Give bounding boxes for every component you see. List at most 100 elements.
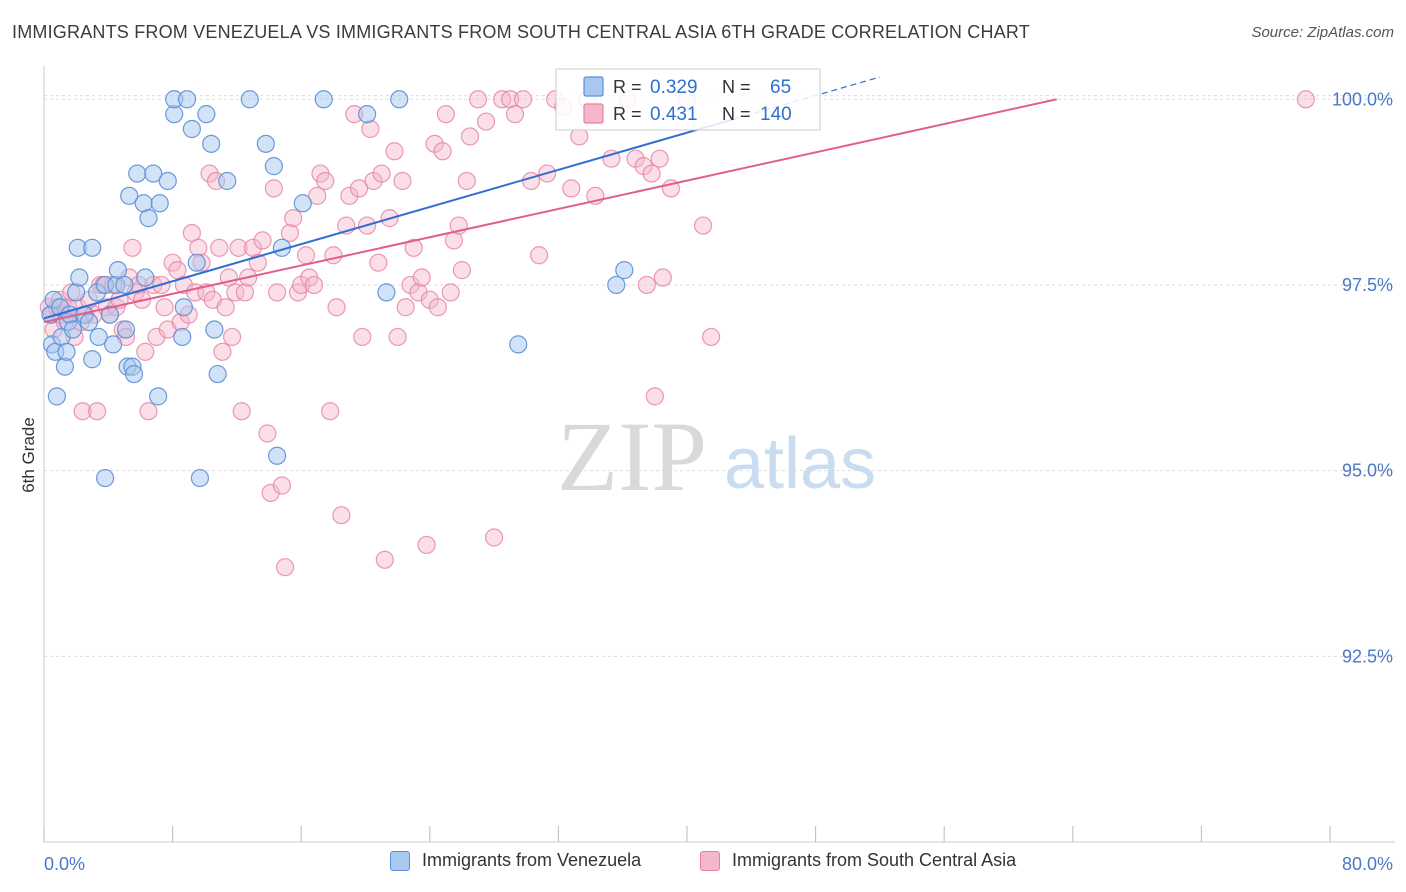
trend-line-south-central-asia xyxy=(43,98,1057,324)
data-point-south-central-asia xyxy=(441,283,460,302)
data-point-south-central-asia xyxy=(642,164,661,183)
data-point-venezuela xyxy=(197,105,216,124)
data-point-venezuela xyxy=(607,275,626,295)
data-point-venezuela xyxy=(390,90,409,109)
data-point-venezuela xyxy=(120,186,139,205)
watermark: ZIP atlas xyxy=(557,401,876,512)
legend-item-venezuela[interactable]: Immigrants from Venezuela xyxy=(390,850,641,871)
data-point-south-central-asia xyxy=(210,238,229,257)
data-point-south-central-asia xyxy=(385,142,404,161)
data-point-venezuela xyxy=(89,327,108,347)
y-tick-label: 100.0% xyxy=(1332,89,1393,109)
data-point-south-central-asia xyxy=(433,142,452,161)
data-point-south-central-asia xyxy=(272,476,292,495)
data-point-south-central-asia xyxy=(412,268,431,287)
stats-r-value-blue: 0.329 xyxy=(650,77,698,98)
data-point-south-central-asia xyxy=(602,149,621,168)
axes xyxy=(43,66,1395,843)
data-point-south-central-asia xyxy=(457,171,476,191)
data-point-south-central-asia xyxy=(280,223,300,243)
data-point-south-central-asia xyxy=(530,246,549,265)
data-point-south-central-asia xyxy=(232,402,251,421)
stats-r-value-pink: 0.431 xyxy=(650,104,698,125)
data-point-venezuela xyxy=(615,261,634,280)
data-point-venezuela xyxy=(158,171,177,191)
data-point-south-central-asia xyxy=(200,164,219,183)
data-point-venezuela xyxy=(202,134,221,153)
data-point-venezuela xyxy=(83,238,102,257)
stats-r-label-pink: R = xyxy=(613,104,642,124)
data-point-south-central-asia xyxy=(308,186,327,205)
data-point-south-central-asia xyxy=(147,327,166,347)
data-point-south-central-asia xyxy=(253,231,272,250)
data-point-south-central-asia xyxy=(468,90,488,109)
data-point-venezuela xyxy=(100,305,120,324)
data-point-venezuela xyxy=(187,253,206,272)
data-point-venezuela xyxy=(116,320,136,339)
legend-item-south-central-asia[interactable]: Immigrants from South Central Asia xyxy=(700,850,1016,871)
data-point-south-central-asia xyxy=(174,275,193,295)
data-point-venezuela xyxy=(79,312,99,332)
data-point-south-central-asia xyxy=(460,127,480,146)
data-point-south-central-asia xyxy=(276,558,295,577)
data-point-venezuela xyxy=(509,335,528,354)
data-point-venezuela xyxy=(173,327,192,347)
watermark-atlas: atlas xyxy=(724,424,876,504)
legend-label-venezuela: Immigrants from Venezuela xyxy=(422,850,642,870)
data-point-venezuela xyxy=(267,446,287,465)
stats-n-value-pink: 140 xyxy=(760,104,792,125)
data-point-south-central-asia xyxy=(396,298,415,317)
data-point-venezuela xyxy=(205,320,224,339)
data-point-south-central-asia xyxy=(702,327,721,347)
data-point-south-central-asia xyxy=(637,275,656,295)
data-point-south-central-asia xyxy=(417,535,436,555)
data-point-south-central-asia xyxy=(404,238,423,257)
data-point-south-central-asia xyxy=(321,402,340,421)
x-tick-label-min: 0.0% xyxy=(44,854,85,874)
data-point-south-central-asia xyxy=(87,402,107,421)
stats-swatch-blue xyxy=(583,76,604,97)
y-tick-label: 92.5% xyxy=(1342,646,1393,666)
data-point-venezuela xyxy=(124,364,144,384)
data-point-venezuela xyxy=(174,298,193,317)
data-point-south-central-asia xyxy=(222,327,242,347)
data-point-venezuela xyxy=(144,164,163,183)
data-point-south-central-asia xyxy=(296,246,316,265)
data-point-south-central-asia xyxy=(428,298,447,317)
stats-box: R = 0.329 N = 65 R = 0.431 N = 140 xyxy=(555,68,821,131)
legend-swatch-blue xyxy=(390,850,410,871)
data-point-south-central-asia xyxy=(372,164,391,183)
data-point-south-central-asia xyxy=(562,179,581,198)
data-point-south-central-asia xyxy=(505,105,525,124)
data-point-venezuela xyxy=(128,164,147,183)
data-point-south-central-asia xyxy=(155,298,174,317)
data-point-venezuela xyxy=(256,134,275,153)
data-point-venezuela xyxy=(57,342,76,361)
data-point-venezuela xyxy=(104,335,123,354)
data-point-south-central-asia xyxy=(340,186,359,205)
data-point-south-central-asia xyxy=(235,283,255,302)
data-point-venezuela xyxy=(150,194,169,213)
data-point-south-central-asia xyxy=(513,90,533,109)
data-point-south-central-asia xyxy=(264,179,283,198)
data-point-venezuela xyxy=(240,90,259,109)
data-point-venezuela xyxy=(83,350,102,369)
data-point-south-central-asia xyxy=(393,171,412,191)
legend: Immigrants from Venezuela Immigrants fro… xyxy=(0,850,1406,880)
data-point-south-central-asia xyxy=(213,342,232,361)
stats-n-label-pink: N = xyxy=(722,104,751,124)
data-point-venezuela xyxy=(70,268,89,287)
data-point-venezuela xyxy=(47,387,66,406)
data-point-south-central-asia xyxy=(139,402,158,421)
y-tick-label: 95.0% xyxy=(1342,461,1393,481)
data-point-venezuela xyxy=(63,320,83,339)
data-point-south-central-asia xyxy=(361,119,380,139)
data-point-venezuela xyxy=(218,171,237,191)
data-point-venezuela xyxy=(95,468,115,488)
data-point-venezuela xyxy=(208,364,227,384)
stats-n-label-blue: N = xyxy=(722,77,751,97)
data-point-south-central-asia xyxy=(324,246,343,265)
y-tick-label: 97.5% xyxy=(1342,275,1393,295)
y-tick-labels: 92.5% 95.0% 97.5% 100.0% xyxy=(1332,89,1393,666)
data-point-south-central-asia xyxy=(409,283,428,302)
